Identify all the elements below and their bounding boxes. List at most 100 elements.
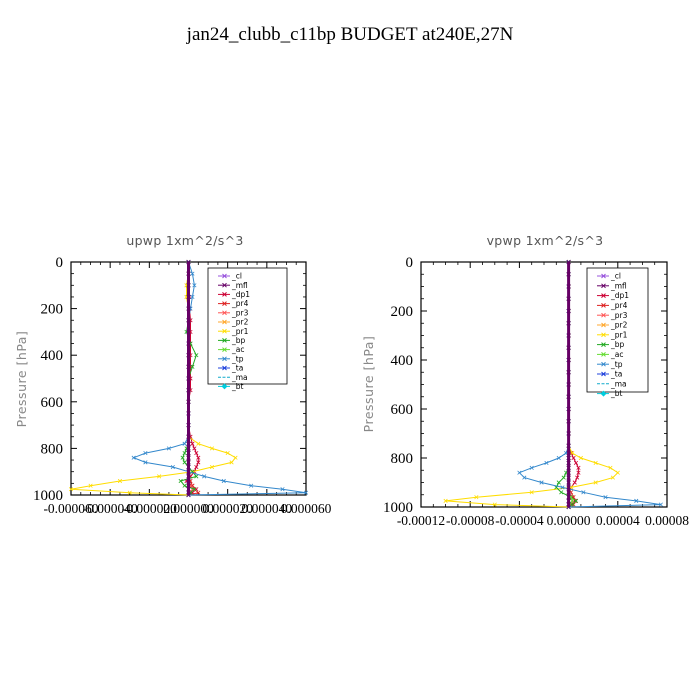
series-point-mfl — [186, 469, 191, 474]
series-point-mfl — [186, 423, 191, 428]
series-point-mfl — [186, 464, 191, 470]
series-point-mfl — [186, 399, 191, 404]
legend-marker-ta — [601, 371, 606, 377]
series-point-tp — [581, 490, 586, 495]
series-point-mfl — [186, 306, 191, 311]
series-point-pr1 — [610, 475, 615, 480]
series-point-mfl — [186, 329, 191, 334]
series-point-tp — [143, 460, 148, 465]
series-point-mfl — [186, 478, 191, 484]
x-tick-label: 0.00004 — [596, 513, 640, 528]
legend-box-vpwp — [586, 267, 649, 393]
legend-marker-tp — [601, 361, 606, 367]
legend-label-pr3: _pr3 — [231, 308, 249, 317]
series-point-mfl — [186, 460, 191, 465]
legend-marker-bp — [222, 338, 227, 343]
y-tick-label: 800 — [41, 441, 64, 457]
legend-label-dp1: _dp1 — [231, 290, 250, 299]
legend-label-tp: _tp — [610, 360, 623, 369]
legend-marker-cl — [222, 273, 227, 279]
series-point-bp — [559, 490, 564, 495]
series-point-tp — [182, 441, 187, 446]
series-point-tp — [303, 490, 309, 495]
series-point-pr1 — [68, 487, 74, 492]
x-tick-label: -0.00004 — [495, 513, 544, 528]
series-point-mfl — [566, 475, 571, 480]
legend-marker-pr2 — [222, 319, 227, 325]
series-point-bp — [194, 353, 199, 358]
series-point-mfl — [186, 441, 191, 446]
x-tick-label: 0.00000 — [547, 513, 591, 528]
legend-label-pr3: _pr3 — [610, 311, 628, 320]
y-tick-label: 0 — [406, 255, 414, 271]
legend-marker-pr3 — [601, 312, 606, 318]
legend-label-pr1: _pr1 — [231, 327, 249, 336]
series-point-mfl — [186, 455, 191, 460]
series-point-pr4 — [196, 490, 201, 495]
series-point-tp — [190, 271, 195, 276]
panel-title-upwp: upwp 1xm^2/s^3 — [126, 233, 243, 248]
legend-label-bt: _bt — [610, 389, 623, 398]
series-point-mfl — [186, 341, 191, 346]
legend-marker-pr1 — [222, 328, 227, 334]
x-tick-label: 0.00008 — [645, 513, 689, 528]
series-point-mfl — [566, 504, 571, 510]
series-point-pr1 — [233, 455, 238, 460]
series-point-tp — [192, 283, 197, 288]
series-point-mfl — [566, 455, 571, 461]
series-point-pr1 — [615, 470, 620, 475]
series-point-mfl — [186, 434, 191, 439]
series-point-mfl — [186, 450, 191, 456]
x-tick-label: 0.000020 — [202, 501, 253, 516]
y-tick-label: 1000 — [33, 488, 63, 504]
y-tick-label: 200 — [391, 304, 414, 320]
series-point-mfl — [186, 376, 191, 381]
x-tick-label: -0.000020 — [122, 501, 177, 516]
series-point-dp1 — [575, 475, 580, 480]
series-point-pr1 — [593, 480, 598, 485]
panel-upwp: upwp 1xm^2/s^3 Pressure [hPa] 0 200 400 600… — [14, 233, 332, 516]
series-point-tp — [143, 450, 148, 456]
series-point-mfl — [186, 353, 191, 358]
series-point-tp — [202, 474, 207, 479]
series-point-mfl — [566, 370, 571, 375]
series-point-pr1 — [225, 450, 230, 456]
series-point-bp — [180, 455, 185, 460]
legend-marker-pr4 — [222, 301, 227, 306]
legend-marker-pr1 — [601, 332, 606, 338]
legend-label-mfl: _mfl — [231, 281, 248, 290]
y-tick-label: 600 — [41, 395, 64, 411]
series-point-mfl — [566, 333, 571, 338]
series-point-pr1 — [593, 460, 598, 465]
series-point-mfl — [186, 474, 191, 479]
x-tick-label: 0.000060 — [281, 501, 332, 516]
series-point-bp — [194, 474, 199, 479]
panel-vpwp: vpwp 1xm^2/s^3 Pressure [hPa] 0 200 400 600… — [361, 233, 689, 528]
legend-marker-pr2 — [601, 322, 606, 328]
series-point-dp1 — [572, 480, 577, 485]
series-point-mfl — [566, 272, 571, 277]
legend-marker-ac — [601, 352, 606, 357]
legend-label-pr4: _pr4 — [231, 299, 249, 308]
series-point-mfl — [186, 283, 191, 288]
series-point-mfl — [566, 480, 571, 485]
series-point-tp — [170, 464, 175, 470]
series-point-pr1 — [127, 490, 132, 495]
y-axis-label-vpwp: Pressure [hPa] — [361, 336, 376, 433]
series-point-mfl — [566, 498, 571, 503]
legend-label-cl: _cl — [231, 272, 242, 281]
series-point-tp — [517, 470, 522, 475]
legend-marker-dp1 — [601, 293, 606, 298]
legend-label-pr4: _pr4 — [610, 301, 628, 310]
series-point-mfl — [186, 364, 191, 369]
series-point-dp1 — [576, 470, 581, 475]
series-point-pr1 — [474, 495, 479, 500]
panel-title-vpwp: vpwp 1xm^2/s^3 — [487, 233, 604, 248]
legend-marker-pr4 — [601, 303, 606, 308]
series-point-mfl — [566, 394, 571, 399]
legend-label-dp1: _dp1 — [610, 291, 629, 300]
legend-label-ta: _ta — [231, 364, 243, 373]
series-point-bp — [182, 450, 187, 456]
y-tick-label: 400 — [391, 353, 414, 369]
